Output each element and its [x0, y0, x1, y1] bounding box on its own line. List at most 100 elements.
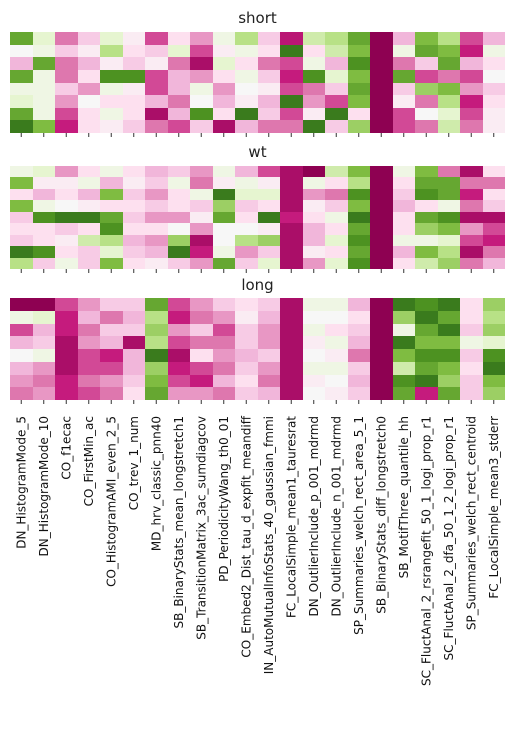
- heatmap-cell: [280, 324, 303, 336]
- heatmap-cell: [393, 45, 415, 57]
- heatmap-cell: [438, 95, 460, 108]
- heatmap-cell: [33, 324, 55, 336]
- heatmap-cell: [190, 298, 213, 311]
- heatmap-cell: [483, 298, 505, 311]
- heatmap-cell: [460, 83, 483, 95]
- x-tick-label: FC_LocalSimple_mean1_tauresrat: [284, 416, 298, 618]
- heatmap-cell: [393, 200, 415, 212]
- heatmap-cell: [460, 120, 483, 133]
- heatmap-cell: [415, 298, 438, 311]
- heatmap-cell: [123, 57, 145, 70]
- heatmap-cell: [280, 166, 303, 177]
- heatmap-cell: [33, 120, 55, 133]
- heatmap-cell: [100, 324, 123, 336]
- heatmap-cell: [303, 349, 325, 362]
- heatmap-cell: [123, 166, 145, 177]
- heatmap-cell: [55, 83, 78, 95]
- heatmap-cell: [415, 362, 438, 375]
- heatmap-cell: [258, 189, 280, 200]
- heatmap-cell: [123, 177, 145, 189]
- heatmap-cell: [280, 45, 303, 57]
- heatmap-cell: [460, 166, 483, 177]
- heatmap-cell: [460, 298, 483, 311]
- heatmap-cell: [213, 336, 235, 349]
- heatmap-cell: [78, 70, 100, 83]
- x-tick-label: DN_OutlierInclude_p_001_mdrmd: [307, 416, 321, 617]
- x-tick-label: CO_f1ecac: [59, 416, 73, 480]
- heatmap-cell: [348, 120, 370, 133]
- heatmap-cell: [415, 200, 438, 212]
- heatmap-cell: [325, 387, 348, 400]
- heatmap-cell: [145, 32, 168, 45]
- heatmap-cell: [460, 311, 483, 324]
- heatmap-cell: [348, 189, 370, 200]
- heatmap-cell: [393, 336, 415, 349]
- heatmap-cell: [415, 177, 438, 189]
- heatmap-cell: [393, 246, 415, 258]
- heatmap-cell: [483, 258, 505, 269]
- heatmap-cell: [190, 246, 213, 258]
- heatmap-cell: [55, 362, 78, 375]
- heatmap-cell: [168, 387, 190, 400]
- heatmap-cell: [258, 336, 280, 349]
- heatmap-cell: [100, 108, 123, 120]
- heatmap-cell: [123, 375, 145, 387]
- heatmap-cell: [235, 387, 258, 400]
- heatmap-cell: [123, 95, 145, 108]
- heatmap-cell: [10, 258, 33, 269]
- heatmap-cell: [325, 95, 348, 108]
- heatmap-cell: [190, 57, 213, 70]
- heatmap-cell: [123, 32, 145, 45]
- heatmap-cell: [325, 375, 348, 387]
- heatmap-cell: [258, 362, 280, 375]
- heatmap-cell: [415, 246, 438, 258]
- heatmap-cell: [370, 45, 393, 57]
- heatmap-cell: [370, 212, 393, 223]
- heatmap-cell: [393, 83, 415, 95]
- heatmap-cell: [370, 298, 393, 311]
- heatmap-cell: [393, 375, 415, 387]
- heatmap-cell: [33, 336, 55, 349]
- heatmap-cell: [100, 120, 123, 133]
- heatmap-cell: [55, 246, 78, 258]
- heatmap-cell: [258, 177, 280, 189]
- heatmap-cell: [55, 235, 78, 246]
- heatmap-cell: [460, 108, 483, 120]
- heatmap-cell: [483, 387, 505, 400]
- heatmap-cell: [258, 246, 280, 258]
- heatmap-cell: [55, 166, 78, 177]
- heatmap-cell: [100, 336, 123, 349]
- heatmap-cell: [303, 120, 325, 133]
- x-tick-label: CO_HistogramAMI_even_2_5: [104, 416, 118, 587]
- heatmap-cell: [100, 298, 123, 311]
- heatmap-cell: [190, 166, 213, 177]
- heatmap-cell: [100, 200, 123, 212]
- heatmap-cell: [123, 246, 145, 258]
- heatmap-cell: [483, 70, 505, 83]
- heatmap-cell: [235, 258, 258, 269]
- heatmap-cell: [168, 45, 190, 57]
- heatmap-cell: [10, 200, 33, 212]
- heatmap-cell: [100, 83, 123, 95]
- heatmap-cell: [258, 83, 280, 95]
- heatmap-cell: [370, 336, 393, 349]
- heatmap-cell: [483, 32, 505, 45]
- heatmap-cell: [33, 83, 55, 95]
- heatmap-cell: [280, 200, 303, 212]
- heatmap-cell: [415, 387, 438, 400]
- heatmap-cell: [348, 70, 370, 83]
- heatmap-cell: [460, 177, 483, 189]
- heatmap-cell: [438, 32, 460, 45]
- heatmap-cell: [190, 189, 213, 200]
- heatmap-cell: [280, 336, 303, 349]
- heatmap-cell: [415, 57, 438, 70]
- heatmap-cell: [303, 200, 325, 212]
- heatmap-cell: [190, 235, 213, 246]
- heatmap-cell: [235, 235, 258, 246]
- heatmap-cell: [168, 375, 190, 387]
- heatmap-cell: [55, 70, 78, 83]
- heatmap-cell: [33, 70, 55, 83]
- heatmap-cell: [235, 70, 258, 83]
- heatmap-cell: [145, 246, 168, 258]
- heatmap-cell: [213, 212, 235, 223]
